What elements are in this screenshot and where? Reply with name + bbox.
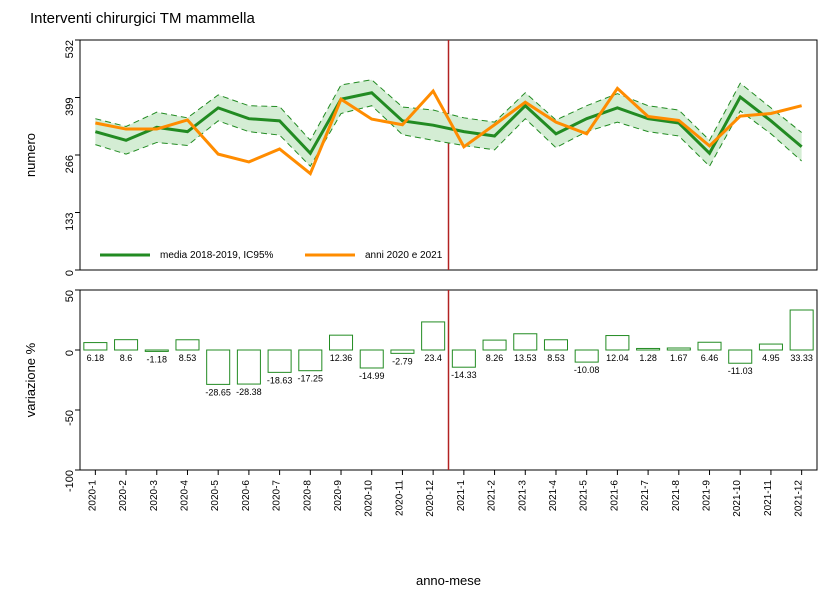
svg-text:2020-10: 2020-10 xyxy=(364,480,375,517)
svg-text:8.26: 8.26 xyxy=(486,353,504,363)
bar xyxy=(606,336,629,350)
svg-text:4.95: 4.95 xyxy=(762,353,780,363)
svg-text:0: 0 xyxy=(64,270,76,276)
svg-text:2021-2: 2021-2 xyxy=(487,480,498,512)
svg-text:50: 50 xyxy=(64,290,76,302)
svg-text:6.46: 6.46 xyxy=(701,353,719,363)
bar xyxy=(84,343,107,350)
bar xyxy=(422,322,445,350)
svg-text:-18.63: -18.63 xyxy=(267,375,293,385)
bar xyxy=(575,350,598,362)
svg-text:2020-7: 2020-7 xyxy=(272,480,283,512)
svg-text:6.18: 6.18 xyxy=(87,353,105,363)
svg-text:2020-3: 2020-3 xyxy=(149,480,160,512)
bar xyxy=(452,350,475,367)
svg-text:2020-4: 2020-4 xyxy=(179,480,190,512)
svg-text:2021-9: 2021-9 xyxy=(702,480,713,512)
svg-text:1.28: 1.28 xyxy=(639,353,657,363)
svg-text:8.53: 8.53 xyxy=(179,353,197,363)
svg-text:2020-5: 2020-5 xyxy=(210,480,221,512)
svg-text:-1.18: -1.18 xyxy=(147,354,168,364)
bar xyxy=(115,340,138,350)
bar xyxy=(483,340,506,350)
svg-text:0: 0 xyxy=(64,350,76,356)
svg-text:8.53: 8.53 xyxy=(547,353,565,363)
svg-text:2020-8: 2020-8 xyxy=(302,480,313,512)
svg-text:13.53: 13.53 xyxy=(514,353,537,363)
svg-text:2021-11: 2021-11 xyxy=(763,480,774,516)
bar xyxy=(698,342,721,350)
svg-text:12.36: 12.36 xyxy=(330,353,353,363)
svg-text:-14.33: -14.33 xyxy=(451,370,477,380)
svg-text:numero: numero xyxy=(23,133,38,177)
svg-text:2021-7: 2021-7 xyxy=(640,480,651,512)
chart-container: Interventi chirurgici TM mammella 013326… xyxy=(0,0,837,609)
svg-text:23.4: 23.4 xyxy=(424,353,442,363)
bar xyxy=(268,350,291,372)
svg-text:1.67: 1.67 xyxy=(670,353,688,363)
bar xyxy=(330,335,353,350)
svg-text:media 2018-2019, IC95%: media 2018-2019, IC95% xyxy=(160,250,274,261)
bar xyxy=(207,350,230,384)
bar xyxy=(299,350,322,371)
svg-text:2021-12: 2021-12 xyxy=(794,480,805,517)
svg-text:2021-10: 2021-10 xyxy=(732,480,743,517)
svg-text:2020-2: 2020-2 xyxy=(118,480,129,512)
svg-text:-28.65: -28.65 xyxy=(205,387,231,397)
bar xyxy=(237,350,260,384)
bar xyxy=(790,310,813,350)
svg-text:-11.03: -11.03 xyxy=(728,366,753,376)
svg-text:2020-12: 2020-12 xyxy=(425,480,436,517)
svg-text:399: 399 xyxy=(64,98,76,116)
bar xyxy=(391,350,414,353)
svg-text:-28.38: -28.38 xyxy=(236,387,262,397)
bar xyxy=(637,348,660,350)
svg-text:2021-5: 2021-5 xyxy=(579,480,590,512)
svg-text:anno-mese: anno-mese xyxy=(416,573,481,588)
svg-text:2020-11: 2020-11 xyxy=(394,480,405,516)
bar xyxy=(176,340,199,350)
svg-text:2021-8: 2021-8 xyxy=(671,480,682,512)
bar xyxy=(667,348,690,350)
bar xyxy=(145,350,168,351)
svg-text:-50: -50 xyxy=(64,410,76,426)
svg-text:2021-3: 2021-3 xyxy=(517,480,528,512)
svg-text:2021-1: 2021-1 xyxy=(456,480,467,512)
svg-text:variazione %: variazione % xyxy=(23,342,38,417)
bar xyxy=(544,340,567,350)
svg-text:anni 2020 e 2021: anni 2020 e 2021 xyxy=(365,250,443,261)
svg-text:2021-4: 2021-4 xyxy=(548,480,559,512)
bar xyxy=(759,344,782,350)
svg-text:-10.08: -10.08 xyxy=(574,365,600,375)
svg-text:33.33: 33.33 xyxy=(790,353,813,363)
svg-text:2021-6: 2021-6 xyxy=(609,480,620,512)
svg-text:-17.25: -17.25 xyxy=(298,374,324,384)
svg-text:2020-9: 2020-9 xyxy=(333,480,344,512)
chart-svg: 0 133 266 399 532 numero media 2018-2019, IC95… xyxy=(0,0,837,609)
svg-text:532: 532 xyxy=(64,40,76,58)
svg-text:2020-6: 2020-6 xyxy=(241,480,252,512)
svg-text:8.6: 8.6 xyxy=(120,353,133,363)
svg-text:266: 266 xyxy=(64,155,76,173)
bar xyxy=(514,334,537,350)
bar xyxy=(360,350,383,368)
svg-text:133: 133 xyxy=(64,213,76,231)
bar xyxy=(729,350,752,363)
svg-text:2020-1: 2020-1 xyxy=(87,480,98,512)
svg-text:-100: -100 xyxy=(64,470,76,492)
svg-text:12.04: 12.04 xyxy=(606,353,629,363)
svg-text:-2.79: -2.79 xyxy=(392,356,413,366)
svg-text:-14.99: -14.99 xyxy=(359,371,385,381)
